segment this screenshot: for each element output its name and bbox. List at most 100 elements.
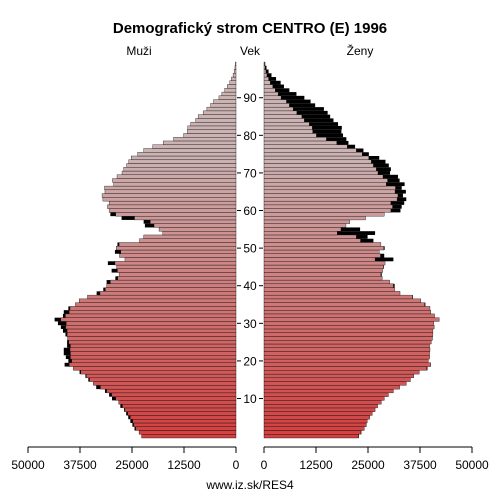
female-excess-age-97 [265,69,269,74]
male-excess-age-20 [68,359,72,363]
female-bar-age-5 [263,415,370,420]
female-bar-age-68 [263,178,388,183]
female-bar-age-50 [263,246,384,251]
male-bar-age-12 [106,388,237,394]
male-bar-age-43 [118,272,237,277]
male-excess-age-17 [79,370,81,375]
female-bar-age-92 [263,88,276,93]
male-bar-age-82 [187,125,237,130]
male-bar-age-49 [120,249,237,254]
female-excess-age-86 [296,110,328,115]
male-bar-age-97 [233,69,237,74]
female-excess-age-54 [337,231,376,235]
male-bar-age-47 [124,257,237,262]
female-excess-age-74 [368,156,380,160]
male-excess-age-5 [128,415,131,420]
female-excess-age-87 [293,107,324,111]
female-bar-age-35 [263,302,425,307]
female-bar-age-78 [263,140,337,145]
female-bar-age-45 [263,264,384,269]
female-excess-age-63 [397,197,407,202]
male-excess-age-32 [62,313,66,318]
female-bar-age-3 [263,422,367,427]
male-excess-age-44 [111,268,118,273]
male-bar-age-90 [218,95,237,100]
male-excess-age-19 [64,362,70,367]
age-tick-label-60: 60 [243,204,257,218]
female-bar-age-61 [263,204,393,209]
female-excess-age-35 [424,302,426,307]
male-bar-age-79 [173,137,237,142]
female-bar-age-22 [263,351,430,356]
male-bar-age-57 [150,219,237,224]
male-excess-age-58 [121,216,135,220]
male-bar-age-10 [115,396,237,401]
female-bar-age-8 [263,403,378,409]
male-bar-age-80 [183,133,237,138]
age-tick-label-20: 20 [243,354,257,368]
male-bar-age-96 [232,73,237,78]
male-bar-age-44 [117,268,237,273]
female-bar-age-38 [263,291,401,296]
male-bar-age-36 [78,298,237,303]
female-bar-age-89 [263,99,287,104]
male-bar-age-16 [86,373,237,379]
male-bar-age-4 [132,419,237,424]
male-excess-age-11 [109,392,112,397]
female-excess-age-60 [390,208,401,213]
female-bar-age-76 [263,148,357,153]
male-bar-age-23 [69,347,237,352]
male-excess-age-57 [143,219,151,224]
male-bar-age-93 [227,84,237,89]
female-excess-age-98 [265,65,267,70]
x-tick-label-left-0: 50000 [11,458,45,472]
female-excess-age-92 [275,88,290,93]
male-bar-age-84 [195,118,237,123]
male-excess-age-21 [65,355,71,360]
age-tick-label-30: 30 [243,317,257,331]
female-excess-age-78 [336,140,349,145]
male-bar-age-31 [60,317,237,322]
male-bar-age-29 [65,325,237,330]
female-excess-age-66 [395,186,402,190]
female-bar-age-18 [263,366,427,371]
female-excess-age-62 [390,201,405,205]
male-bar-age-65 [104,189,237,194]
male-bar-age-55 [158,227,237,232]
male-excess-age-13 [96,385,101,390]
female-excess-age-67 [386,182,405,187]
female-bar-age-25 [263,340,432,345]
male-bar-age-70 [121,170,237,175]
female-excess-age-71 [376,167,391,172]
male-bar-age-28 [66,328,237,333]
female-excess-age-85 [301,114,331,119]
female-bar-age-28 [263,328,434,333]
center-label: Vek [240,44,261,58]
male-bar-age-33 [69,309,237,315]
female-bar-age-57 [263,219,350,224]
male-excess-age-3 [132,422,134,427]
left-label: Muži [126,44,151,58]
female-bar-age-36 [263,298,422,303]
male-bar-age-3 [133,422,237,427]
male-excess-age-33 [63,310,70,314]
female-excess-age-61 [392,204,402,209]
female-bar-age-91 [263,91,279,97]
female-excess-age-52 [360,238,374,243]
female-bar-age-17 [263,370,420,375]
female-excess-age-95 [268,77,277,81]
male-bar-age-35 [75,302,237,307]
female-bar-age-72 [263,163,374,168]
female-excess-age-79 [326,137,347,141]
male-bar-age-58 [134,215,237,221]
male-bar-age-22 [70,351,237,356]
female-bar-age-84 [263,118,305,123]
female-excess-age-55 [340,227,361,232]
male-bar-age-40 [106,283,237,288]
female-excess-age-93 [272,84,284,89]
female-excess-age-83 [309,122,339,126]
female-excess-age-82 [312,125,342,130]
male-bar-age-5 [130,415,237,420]
female-excess-age-70 [377,171,391,175]
male-excess-age-34 [68,306,71,311]
